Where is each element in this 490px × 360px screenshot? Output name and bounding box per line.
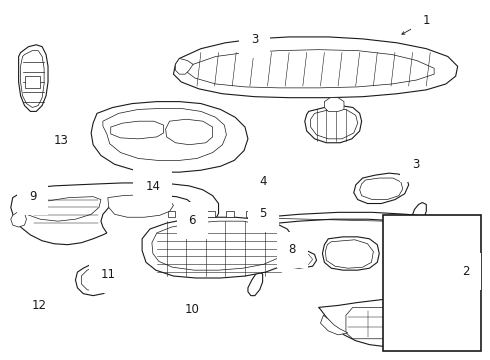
Polygon shape	[311, 109, 358, 139]
Polygon shape	[21, 51, 44, 108]
Polygon shape	[320, 315, 348, 335]
Polygon shape	[248, 272, 263, 296]
Polygon shape	[111, 121, 164, 139]
Text: 10: 10	[185, 303, 199, 316]
Polygon shape	[142, 217, 293, 278]
Polygon shape	[318, 293, 479, 347]
Text: 4: 4	[260, 175, 267, 188]
Polygon shape	[266, 211, 273, 217]
Bar	[383, 215, 481, 351]
Text: 14: 14	[146, 180, 160, 193]
Polygon shape	[264, 212, 467, 229]
Polygon shape	[277, 251, 317, 268]
Polygon shape	[81, 266, 111, 292]
Text: 7: 7	[179, 293, 186, 306]
Polygon shape	[173, 37, 458, 98]
Polygon shape	[11, 211, 26, 227]
Text: 9: 9	[29, 190, 36, 203]
Polygon shape	[354, 173, 409, 203]
Polygon shape	[24, 76, 40, 88]
Polygon shape	[305, 105, 362, 143]
Text: 3: 3	[412, 158, 419, 171]
Text: 3: 3	[251, 33, 258, 46]
Polygon shape	[393, 284, 429, 311]
Polygon shape	[226, 211, 234, 217]
Polygon shape	[432, 232, 445, 245]
Text: 2: 2	[462, 265, 469, 278]
Polygon shape	[175, 58, 193, 74]
Polygon shape	[246, 211, 254, 217]
Polygon shape	[324, 98, 344, 111]
Text: 6: 6	[189, 214, 196, 227]
Text: 5: 5	[260, 207, 267, 220]
Text: 8: 8	[289, 243, 296, 256]
Polygon shape	[279, 252, 313, 265]
Polygon shape	[166, 119, 213, 145]
Polygon shape	[103, 108, 226, 161]
Ellipse shape	[92, 272, 98, 278]
Polygon shape	[408, 239, 429, 296]
Polygon shape	[325, 240, 373, 268]
Text: 13: 13	[54, 134, 69, 147]
Polygon shape	[360, 178, 403, 199]
Polygon shape	[91, 102, 248, 172]
Polygon shape	[11, 183, 219, 245]
Polygon shape	[152, 221, 283, 270]
Polygon shape	[412, 203, 426, 225]
Polygon shape	[108, 195, 173, 217]
Polygon shape	[26, 197, 101, 221]
Polygon shape	[75, 263, 115, 296]
Polygon shape	[168, 211, 175, 217]
Ellipse shape	[92, 283, 98, 289]
Text: 11: 11	[100, 268, 116, 281]
Polygon shape	[187, 211, 195, 217]
Polygon shape	[207, 211, 215, 217]
Polygon shape	[19, 45, 48, 111]
Polygon shape	[187, 50, 434, 88]
Text: 1: 1	[423, 14, 430, 27]
Polygon shape	[346, 307, 454, 339]
Text: 12: 12	[32, 299, 47, 312]
Polygon shape	[322, 237, 379, 270]
